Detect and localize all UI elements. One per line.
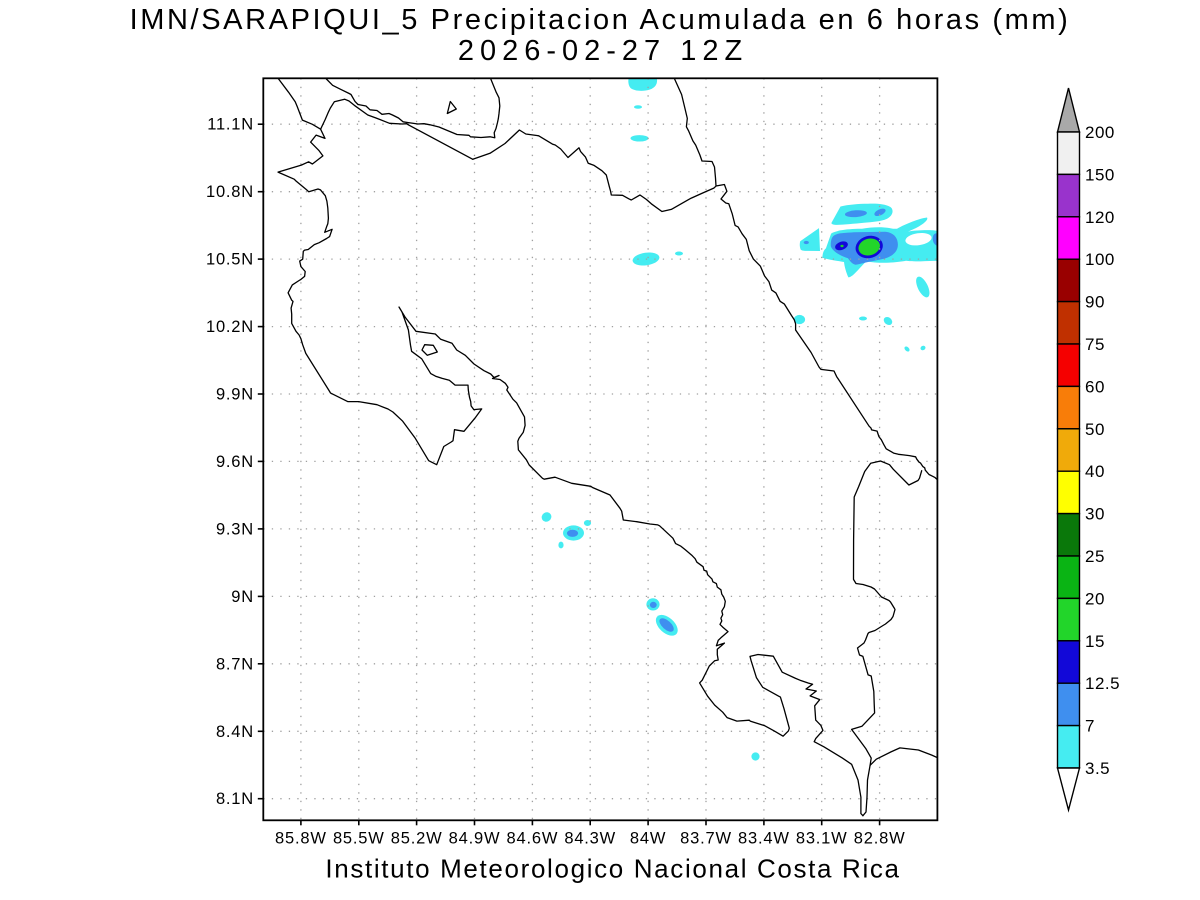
svg-text:7: 7: [1085, 717, 1095, 736]
svg-text:9.6N: 9.6N: [216, 453, 254, 471]
svg-text:9.9N: 9.9N: [216, 386, 254, 404]
svg-text:84W: 84W: [630, 830, 666, 848]
svg-text:10.8N: 10.8N: [206, 183, 254, 201]
svg-text:100: 100: [1085, 250, 1115, 269]
svg-text:150: 150: [1085, 165, 1115, 184]
svg-text:85.5W: 85.5W: [333, 830, 385, 848]
svg-text:Instituto Meteorologico Nacion: Instituto Meteorologico Nacional Costa R…: [325, 854, 900, 884]
svg-text:85.8W: 85.8W: [275, 830, 327, 848]
svg-text:84.3W: 84.3W: [564, 830, 616, 848]
svg-text:15: 15: [1085, 632, 1105, 651]
svg-text:83.7W: 83.7W: [680, 830, 732, 848]
svg-text:83.1W: 83.1W: [796, 830, 848, 848]
svg-text:8.7N: 8.7N: [216, 655, 254, 673]
svg-text:10.5N: 10.5N: [206, 251, 254, 269]
svg-text:85.2W: 85.2W: [391, 830, 443, 848]
svg-text:9N: 9N: [231, 588, 254, 606]
svg-text:50: 50: [1085, 420, 1105, 439]
svg-text:30: 30: [1085, 505, 1105, 524]
svg-text:40: 40: [1085, 462, 1105, 481]
svg-text:11.1N: 11.1N: [207, 116, 254, 134]
svg-text:200: 200: [1085, 123, 1115, 142]
svg-text:3.5: 3.5: [1085, 759, 1110, 778]
svg-text:9.3N: 9.3N: [216, 520, 254, 538]
svg-text:90: 90: [1085, 293, 1105, 312]
svg-text:75: 75: [1085, 335, 1105, 354]
svg-text:120: 120: [1085, 208, 1115, 227]
svg-text:8.4N: 8.4N: [216, 723, 254, 741]
svg-text:84.6W: 84.6W: [507, 830, 559, 848]
svg-text:8.1N: 8.1N: [216, 790, 254, 808]
svg-text:12.5: 12.5: [1085, 674, 1120, 693]
svg-text:82.8W: 82.8W: [854, 830, 906, 848]
svg-text:20: 20: [1085, 589, 1105, 608]
svg-text:10.2N: 10.2N: [206, 318, 254, 336]
svg-text:83.4W: 83.4W: [738, 830, 790, 848]
svg-text:2026-02-27 12Z: 2026-02-27 12Z: [458, 35, 748, 67]
svg-text:25: 25: [1085, 547, 1105, 566]
svg-text:IMN/SARAPIQUI_5 Precipitacion: IMN/SARAPIQUI_5 Precipitacion Acumulada …: [130, 4, 1071, 36]
svg-text:84.9W: 84.9W: [449, 830, 501, 848]
svg-text:60: 60: [1085, 377, 1105, 396]
